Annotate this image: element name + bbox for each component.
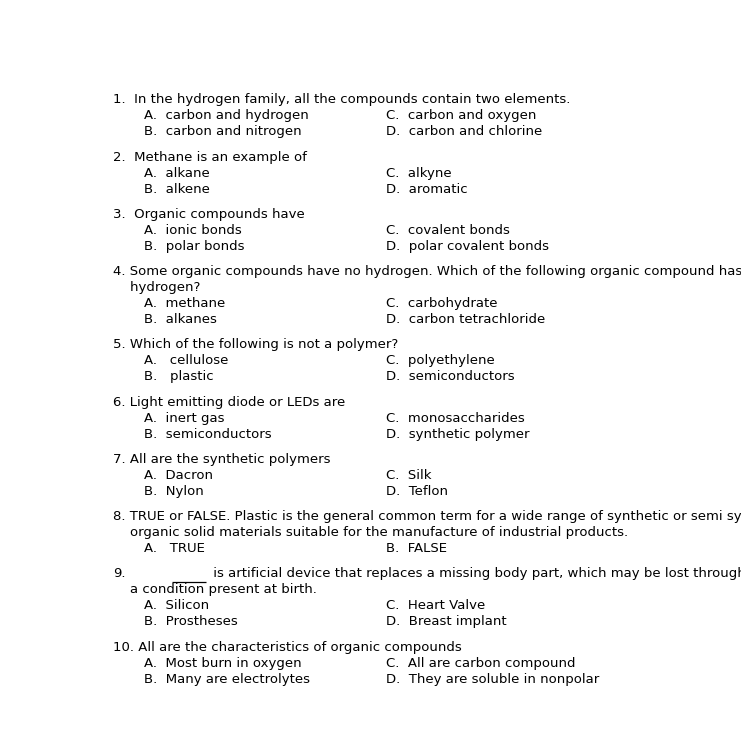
Text: 4. Some organic compounds have no hydrogen. Which of the following organic compo: 4. Some organic compounds have no hydrog… [113, 265, 741, 278]
Text: A.  Most burn in oxygen: A. Most burn in oxygen [144, 657, 302, 670]
Text: D.  polar covalent bonds: D. polar covalent bonds [385, 240, 548, 253]
Text: C.  monosaccharides: C. monosaccharides [385, 411, 524, 424]
Text: A.  Silicon: A. Silicon [144, 599, 210, 612]
Text: 3.  Organic compounds have: 3. Organic compounds have [113, 208, 309, 221]
Text: B.  alkene: B. alkene [144, 183, 210, 196]
Text: B.  carbon and nitrogen: B. carbon and nitrogen [144, 125, 302, 138]
Text: D.  aromatic: D. aromatic [385, 183, 467, 196]
Text: D.  carbon and chlorine: D. carbon and chlorine [385, 125, 542, 138]
Text: A.   cellulose: A. cellulose [144, 354, 229, 368]
Text: D.  synthetic polymer: D. synthetic polymer [385, 427, 529, 441]
Text: C.  carbohydrate: C. carbohydrate [385, 297, 497, 310]
Text: A.  carbon and hydrogen: A. carbon and hydrogen [144, 109, 309, 122]
Text: D.  They are soluble in nonpolar: D. They are soluble in nonpolar [385, 673, 599, 686]
Text: B.  semiconductors: B. semiconductors [144, 427, 272, 441]
Text: 7. All are the synthetic polymers: 7. All are the synthetic polymers [113, 453, 334, 466]
Text: hydrogen?: hydrogen? [113, 281, 200, 294]
Text: A.  Dacron: A. Dacron [144, 469, 213, 482]
Text: B.  Nylon: B. Nylon [144, 485, 204, 498]
Text: D.  carbon tetrachloride: D. carbon tetrachloride [385, 313, 545, 326]
Text: 10. All are the characteristics of organic compounds: 10. All are the characteristics of organ… [113, 641, 466, 654]
Text: 9.: 9. [113, 568, 125, 581]
Text: C.  carbon and oxygen: C. carbon and oxygen [385, 109, 536, 122]
Text: A.  methane: A. methane [144, 297, 225, 310]
Text: A.  ionic bonds: A. ionic bonds [144, 224, 242, 237]
Text: A.  inert gas: A. inert gas [144, 411, 225, 424]
Text: A.  alkane: A. alkane [144, 167, 210, 180]
Text: 6. Light emitting diode or LEDs are: 6. Light emitting diode or LEDs are [113, 396, 349, 408]
Text: 1.  In the hydrogen family, all the compounds contain two elements.: 1. In the hydrogen family, all the compo… [113, 94, 570, 106]
Text: C.  covalent bonds: C. covalent bonds [385, 224, 509, 237]
Text: C.  Heart Valve: C. Heart Valve [385, 599, 485, 612]
Text: D.  Teflon: D. Teflon [385, 485, 448, 498]
Text: is artificial device that replaces a missing body part, which may be lost throug: is artificial device that replaces a mis… [208, 568, 741, 581]
Text: D.  semiconductors: D. semiconductors [385, 371, 514, 384]
Text: 8. TRUE or FALSE. Plastic is the general common term for a wide range of synthet: 8. TRUE or FALSE. Plastic is the general… [113, 510, 741, 523]
Text: A.   TRUE: A. TRUE [144, 542, 205, 555]
Text: D.  Breast implant: D. Breast implant [385, 615, 506, 628]
Text: B.  polar bonds: B. polar bonds [144, 240, 245, 253]
Text: C.  alkyne: C. alkyne [385, 167, 451, 180]
Text: B.  Many are electrolytes: B. Many are electrolytes [144, 673, 310, 686]
Text: C.  All are carbon compound: C. All are carbon compound [385, 657, 575, 670]
Text: B.  FALSE: B. FALSE [385, 542, 447, 555]
Text: organic solid materials suitable for the manufacture of industrial products.: organic solid materials suitable for the… [113, 526, 628, 539]
Text: C.  Silk: C. Silk [385, 469, 431, 482]
Text: B.  alkanes: B. alkanes [144, 313, 217, 326]
Text: a condition present at birth.: a condition present at birth. [113, 584, 316, 596]
Text: 2.  Methane is an example of: 2. Methane is an example of [113, 151, 311, 164]
Text: B.  Prostheses: B. Prostheses [144, 615, 238, 628]
Text: B.   plastic: B. plastic [144, 371, 214, 384]
Text: C.  polyethylene: C. polyethylene [385, 354, 494, 368]
Text: 5. Which of the following is not a polymer?: 5. Which of the following is not a polym… [113, 338, 398, 351]
